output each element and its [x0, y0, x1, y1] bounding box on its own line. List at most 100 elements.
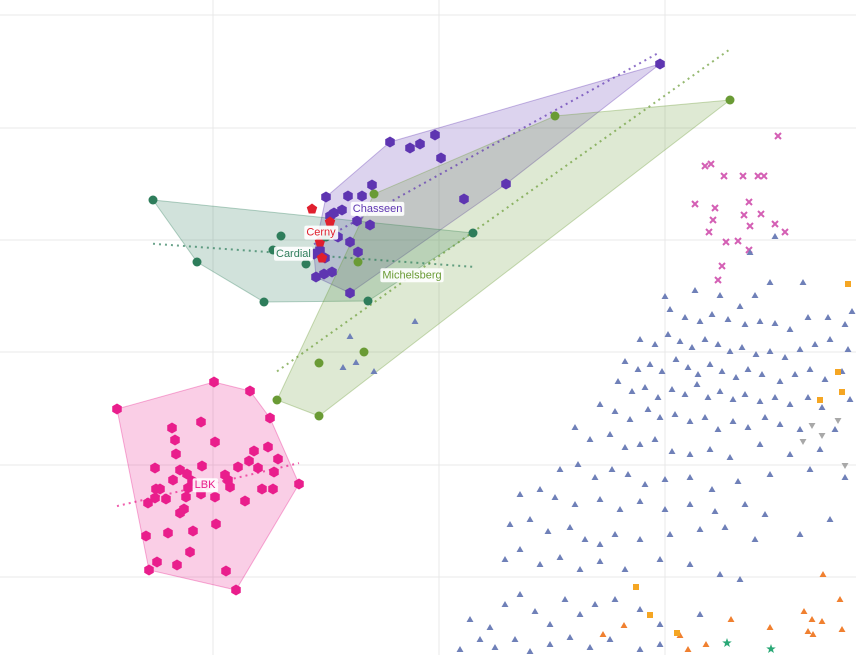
point [551, 494, 559, 500]
point [311, 271, 321, 283]
point [817, 397, 823, 403]
point [276, 231, 286, 241]
point [411, 318, 419, 324]
point [506, 521, 514, 527]
point [608, 466, 616, 472]
point [761, 511, 769, 517]
point [727, 616, 735, 622]
point [686, 418, 694, 424]
point [791, 371, 799, 377]
points [112, 58, 856, 654]
point [294, 478, 304, 490]
point [845, 281, 851, 287]
point [273, 453, 283, 465]
point [800, 608, 808, 614]
point [686, 474, 694, 480]
point [636, 441, 644, 447]
point [718, 368, 726, 374]
point [621, 358, 629, 364]
point [144, 564, 154, 576]
point [611, 596, 619, 602]
point [466, 616, 474, 622]
point [744, 424, 752, 430]
point [249, 445, 259, 457]
point [269, 466, 279, 478]
point [799, 439, 807, 445]
point [686, 451, 694, 457]
point [746, 222, 754, 230]
point [586, 436, 594, 442]
point [799, 279, 807, 285]
point [633, 584, 639, 590]
point [656, 414, 664, 420]
point [658, 368, 666, 374]
point [546, 641, 554, 647]
point [771, 394, 779, 400]
hull [313, 63, 661, 294]
point [701, 336, 709, 342]
point [531, 608, 539, 614]
point [722, 238, 730, 246]
point [841, 474, 849, 480]
point [725, 95, 735, 105]
point [430, 129, 440, 141]
point [152, 556, 162, 568]
point [181, 491, 191, 503]
point [811, 341, 819, 347]
point [196, 416, 206, 428]
point [674, 630, 680, 636]
point [766, 624, 774, 630]
point [771, 220, 779, 228]
point [192, 257, 202, 267]
point [352, 359, 360, 365]
point [628, 388, 636, 394]
point [468, 228, 478, 238]
point [112, 403, 122, 415]
point [684, 364, 692, 370]
label-background [350, 201, 405, 216]
point [516, 491, 524, 497]
point [526, 648, 534, 654]
point [339, 364, 347, 370]
point [501, 556, 509, 562]
point [369, 189, 379, 199]
point [751, 536, 759, 542]
point [257, 483, 267, 495]
point [486, 624, 494, 630]
point [691, 200, 699, 208]
label-background [380, 268, 444, 283]
point [734, 478, 742, 484]
point [636, 606, 644, 612]
point [596, 558, 604, 564]
point [324, 216, 336, 227]
point [819, 571, 827, 577]
series-label: Cerny [306, 227, 336, 239]
point [668, 386, 676, 392]
point [621, 444, 629, 450]
point [566, 524, 574, 530]
point [272, 395, 282, 405]
point [150, 462, 160, 474]
point [706, 446, 714, 452]
point [676, 338, 684, 344]
point [591, 474, 599, 480]
point [611, 531, 619, 537]
point [806, 366, 814, 372]
point [756, 318, 764, 324]
point [183, 482, 193, 494]
trend-line [276, 48, 731, 373]
point [491, 644, 499, 650]
point [185, 546, 195, 558]
point [714, 426, 722, 432]
point [668, 448, 676, 454]
point [666, 531, 674, 537]
point [210, 491, 220, 503]
point [651, 341, 659, 347]
point [599, 631, 607, 637]
point [708, 311, 716, 317]
point [786, 326, 794, 332]
point [766, 644, 776, 654]
point [148, 195, 158, 205]
point [746, 249, 754, 255]
point [259, 297, 269, 307]
